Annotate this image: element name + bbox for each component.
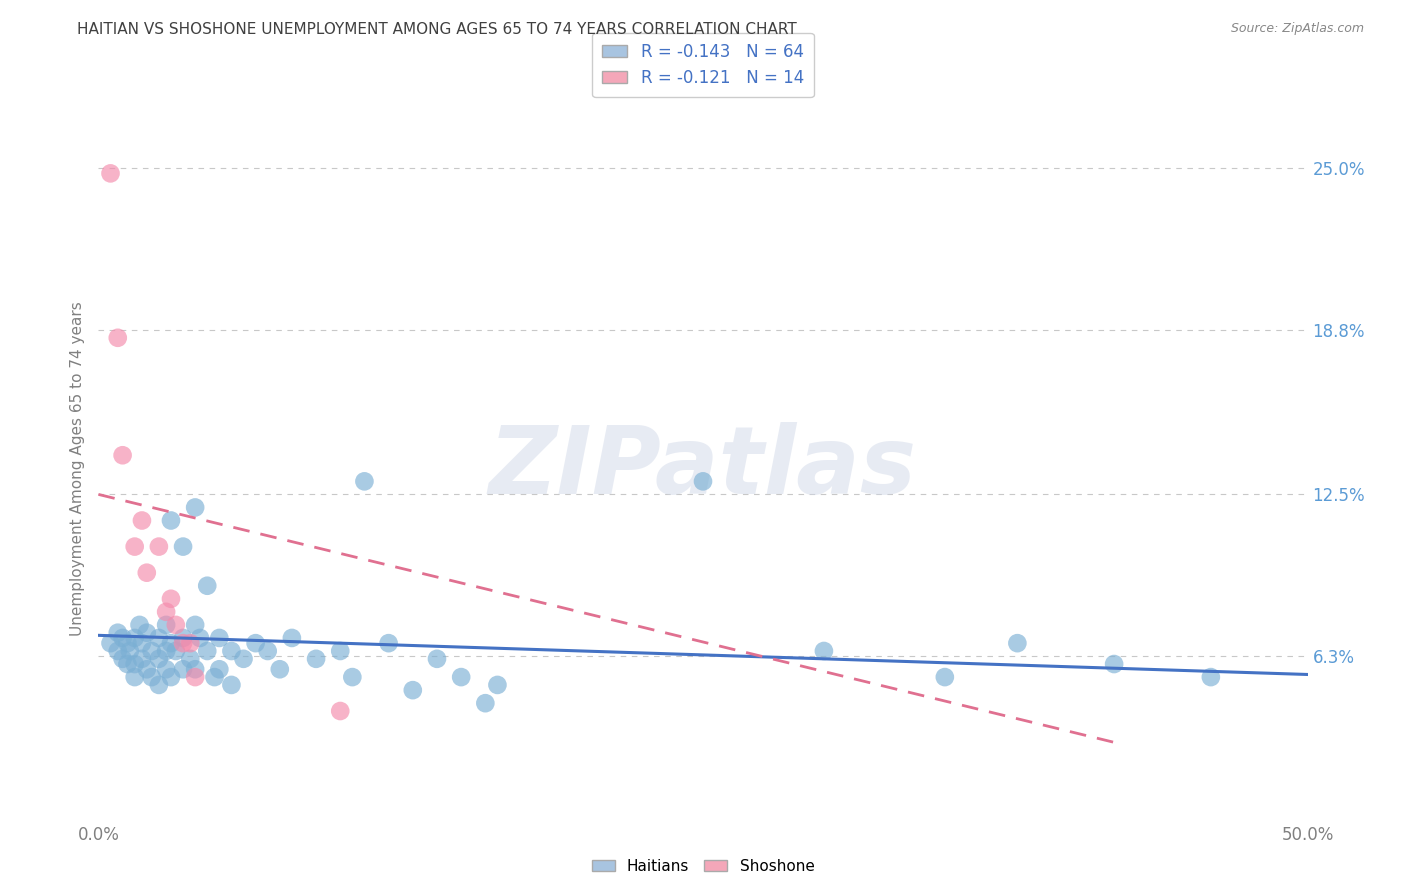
Point — [1102, 657, 1125, 671]
Point — [269, 662, 291, 676]
Point — [155, 644, 177, 658]
Point — [160, 591, 183, 606]
Point — [426, 652, 449, 666]
Point — [692, 475, 714, 489]
Point — [172, 540, 194, 554]
Point — [195, 579, 218, 593]
Point — [141, 670, 163, 684]
Point — [281, 631, 304, 645]
Point — [148, 540, 170, 554]
Point — [450, 670, 472, 684]
Point — [148, 678, 170, 692]
Point — [172, 636, 194, 650]
Point — [111, 652, 134, 666]
Point — [179, 636, 201, 650]
Point — [148, 631, 170, 645]
Point — [204, 670, 226, 684]
Point — [160, 670, 183, 684]
Point — [208, 662, 231, 676]
Point — [172, 662, 194, 676]
Point — [124, 670, 146, 684]
Point — [111, 631, 134, 645]
Point — [135, 566, 157, 580]
Point — [135, 662, 157, 676]
Point — [221, 678, 243, 692]
Point — [221, 644, 243, 658]
Point — [474, 696, 496, 710]
Point — [128, 618, 150, 632]
Point — [124, 657, 146, 671]
Point — [165, 618, 187, 632]
Point — [100, 166, 122, 180]
Point — [155, 662, 177, 676]
Point — [141, 644, 163, 658]
Point — [188, 631, 211, 645]
Point — [1007, 636, 1029, 650]
Point — [305, 652, 328, 666]
Point — [118, 644, 141, 658]
Point — [124, 631, 146, 645]
Point — [155, 605, 177, 619]
Point — [195, 644, 218, 658]
Point — [329, 704, 352, 718]
Point — [184, 500, 207, 515]
Point — [245, 636, 267, 650]
Point — [353, 475, 375, 489]
Point — [329, 644, 352, 658]
Point — [117, 636, 139, 650]
Y-axis label: Unemployment Among Ages 65 to 74 years: Unemployment Among Ages 65 to 74 years — [69, 301, 84, 636]
Point — [184, 618, 207, 632]
Point — [1199, 670, 1222, 684]
Point — [131, 636, 153, 650]
Point — [131, 652, 153, 666]
Legend: R = -0.143   N = 64, R = -0.121   N = 14: R = -0.143 N = 64, R = -0.121 N = 14 — [592, 33, 814, 97]
Point — [131, 514, 153, 528]
Point — [160, 514, 183, 528]
Point — [934, 670, 956, 684]
Point — [256, 644, 278, 658]
Point — [135, 625, 157, 640]
Point — [813, 644, 835, 658]
Point — [486, 678, 509, 692]
Point — [172, 631, 194, 645]
Point — [184, 662, 207, 676]
Point — [184, 670, 207, 684]
Point — [107, 644, 129, 658]
Point — [160, 636, 183, 650]
Point — [100, 636, 122, 650]
Point — [111, 448, 134, 462]
Point — [155, 618, 177, 632]
Point — [342, 670, 364, 684]
Point — [117, 657, 139, 671]
Point — [179, 652, 201, 666]
Point — [165, 644, 187, 658]
Point — [208, 631, 231, 645]
Point — [232, 652, 254, 666]
Text: HAITIAN VS SHOSHONE UNEMPLOYMENT AMONG AGES 65 TO 74 YEARS CORRELATION CHART: HAITIAN VS SHOSHONE UNEMPLOYMENT AMONG A… — [77, 22, 797, 37]
Point — [402, 683, 425, 698]
Point — [107, 331, 129, 345]
Legend: Haitians, Shoshone: Haitians, Shoshone — [585, 853, 821, 880]
Text: Source: ZipAtlas.com: Source: ZipAtlas.com — [1230, 22, 1364, 36]
Point — [377, 636, 399, 650]
Point — [124, 540, 146, 554]
Point — [107, 625, 129, 640]
Point — [148, 652, 170, 666]
Text: ZIPatlas: ZIPatlas — [489, 422, 917, 515]
